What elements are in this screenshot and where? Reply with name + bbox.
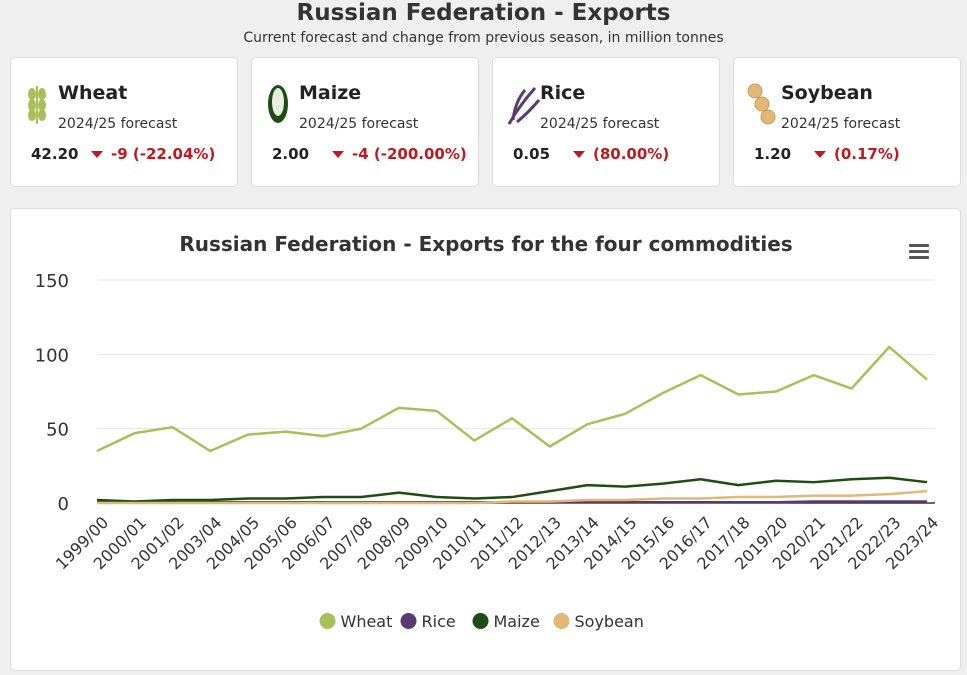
down-arrow	[573, 151, 585, 158]
card-subtitle: 2024/25 forecast	[299, 116, 419, 132]
legend-label: Wheat	[341, 612, 393, 631]
card-subtitle: 2024/25 forecast	[781, 116, 901, 132]
legend-item[interactable]: Rice	[400, 612, 456, 631]
card-value: 42.20	[31, 145, 79, 163]
card-change: (0.17%)	[834, 145, 900, 163]
card-name: Rice	[540, 82, 586, 104]
card-value: 2.00	[272, 145, 310, 163]
y-tick-label: 0	[58, 494, 69, 515]
card: Wheat 2024/25 forecast 42.20 -9 (-22.04%…	[10, 57, 238, 187]
y-tick-label: 150	[35, 271, 69, 292]
series-line	[96, 476, 928, 503]
card-change: -9 (-22.04%)	[111, 145, 216, 163]
chart: Russian Federation - Exports for the fou…	[35, 232, 943, 631]
page-title: Russian Federation - Exports	[296, 0, 671, 26]
down-arrow	[814, 151, 826, 158]
legend-marker	[472, 613, 489, 629]
legend-item[interactable]: Maize	[472, 612, 540, 631]
legend-item[interactable]: Wheat	[319, 612, 393, 631]
legend-item[interactable]: Soybean	[553, 612, 644, 631]
card-subtitle: 2024/25 forecast	[58, 116, 178, 132]
chart-title: Russian Federation - Exports for the fou…	[179, 232, 792, 256]
rice-icon	[507, 87, 541, 125]
down-arrow	[332, 151, 344, 158]
card-change: -4 (-200.00%)	[352, 145, 467, 163]
legend-marker	[319, 613, 336, 629]
legend-marker	[553, 613, 570, 629]
series-line	[97, 489, 928, 505]
soybean-icon	[747, 83, 776, 125]
card-name: Wheat	[58, 82, 128, 104]
y-tick-label: 50	[46, 420, 69, 441]
down-arrow	[91, 151, 103, 158]
chart-card: Russian Federation - Exports for the fou…	[10, 208, 961, 671]
card-name: Maize	[299, 82, 362, 104]
card-value: 0.05	[513, 145, 551, 163]
card: Maize 2024/25 forecast 2.00 -4 (-200.00%…	[251, 57, 479, 187]
maize-icon	[268, 85, 288, 123]
y-tick-label: 100	[35, 345, 69, 366]
card-subtitle: 2024/25 forecast	[540, 116, 660, 132]
series-line	[96, 345, 928, 453]
card: Soybean 2024/25 forecast 1.20 (0.17%)	[733, 57, 961, 187]
legend-label: Soybean	[575, 612, 644, 631]
card-value: 1.20	[754, 145, 792, 163]
legend-label: Rice	[422, 612, 456, 631]
wheat-icon	[28, 86, 46, 124]
card-change: (80.00%)	[593, 145, 670, 163]
card-name: Soybean	[781, 82, 873, 104]
menu-button[interactable]	[909, 244, 929, 259]
page-subtitle: Current forecast and change from previou…	[243, 30, 724, 46]
legend-marker	[400, 613, 417, 629]
legend-label: Maize	[494, 612, 540, 631]
card: Rice 2024/25 forecast 0.05 (80.00%)	[492, 57, 720, 187]
